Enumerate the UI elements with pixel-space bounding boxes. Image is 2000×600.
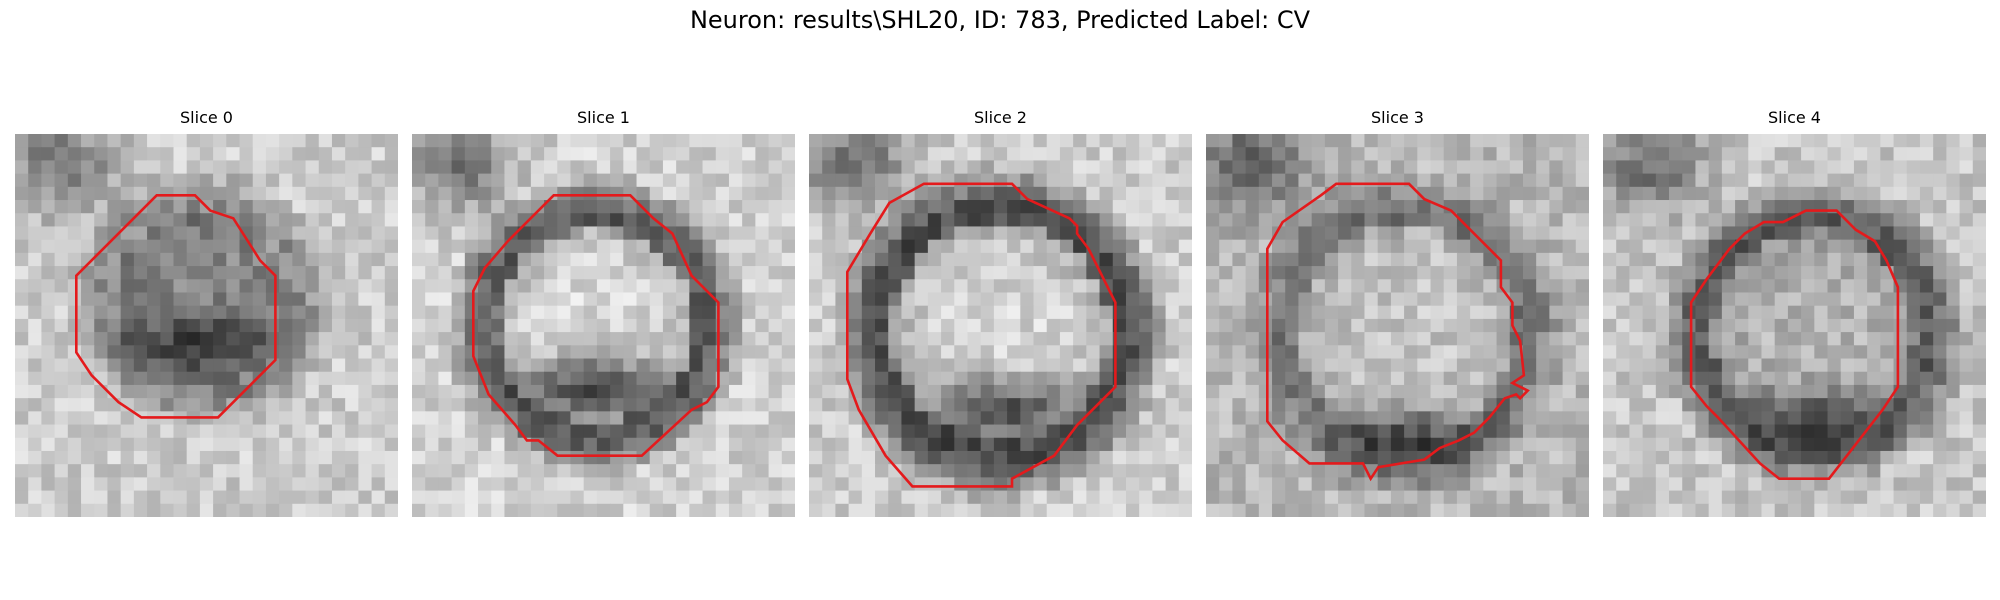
slice-title: Slice 1 — [577, 108, 630, 127]
segmentation-contour — [471, 193, 720, 458]
segmentation-contour — [845, 182, 1117, 488]
segmentation-contour — [1689, 209, 1900, 481]
figure-title: Neuron: results\SHL20, ID: 783, Predicte… — [689, 6, 1311, 34]
segmentation-contour — [1265, 182, 1530, 482]
slice-title: Slice 3 — [1371, 108, 1424, 127]
slice-image — [1603, 134, 1986, 517]
slice-image — [15, 134, 398, 517]
segmentation-contour — [74, 193, 277, 419]
slice-title: Slice 4 — [1768, 108, 1821, 127]
slice-title: Slice 0 — [180, 108, 233, 127]
slice-title: Slice 2 — [974, 108, 1027, 127]
slice-image — [809, 134, 1192, 517]
slice-image — [412, 134, 795, 517]
slice-image — [1206, 134, 1589, 517]
